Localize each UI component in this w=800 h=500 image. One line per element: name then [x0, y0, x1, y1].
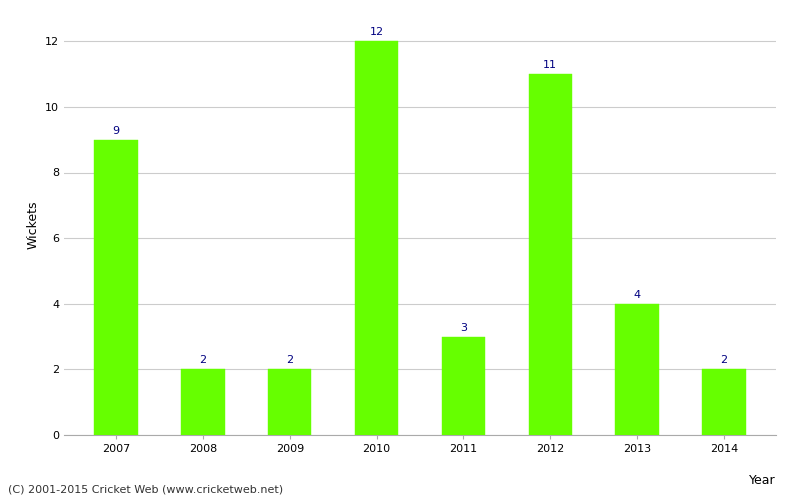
Bar	[442, 336, 485, 435]
Y-axis label: Wickets: Wickets	[26, 200, 39, 249]
Bar	[355, 42, 398, 435]
Bar	[529, 74, 572, 435]
Text: 4: 4	[634, 290, 641, 300]
Bar	[702, 370, 746, 435]
Text: 3: 3	[460, 322, 467, 332]
Bar	[268, 370, 311, 435]
Bar	[615, 304, 658, 435]
Text: 12: 12	[370, 28, 384, 38]
Text: Year: Year	[750, 474, 776, 487]
Bar	[94, 140, 138, 435]
Text: 2: 2	[720, 356, 727, 366]
Text: (C) 2001-2015 Cricket Web (www.cricketweb.net): (C) 2001-2015 Cricket Web (www.cricketwe…	[8, 485, 283, 495]
Text: 9: 9	[113, 126, 120, 136]
Text: 11: 11	[543, 60, 558, 70]
Text: 2: 2	[199, 356, 206, 366]
Bar	[182, 370, 225, 435]
Text: 2: 2	[286, 356, 294, 366]
